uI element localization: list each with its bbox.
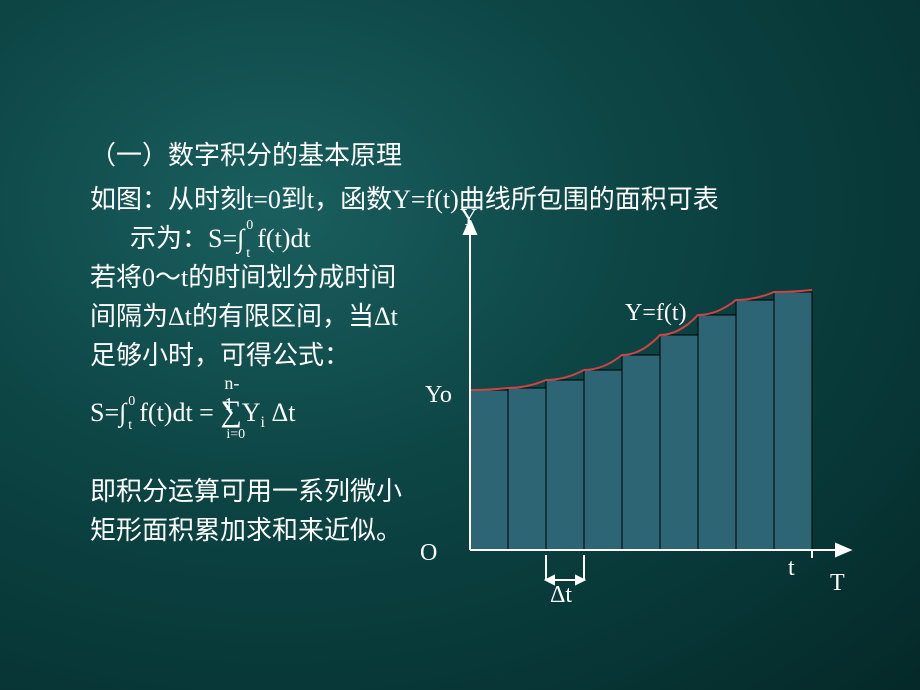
bar-1 <box>508 388 546 550</box>
bar-3 <box>584 370 622 550</box>
formula: S=∫ 0 t f(t)dt = n-1 ∑ i=0 Yi Δt <box>90 395 470 432</box>
f-int-upper: 0 <box>128 394 135 410</box>
sum-lower: i=0 <box>226 427 245 443</box>
integral-chart: Y Y=f(t) Yo O t T Δt <box>430 220 860 620</box>
line1a: 如图：从时刻t=0到t，函数Y=f(t)曲线所包围的面积可表 <box>90 185 719 214</box>
bar-7 <box>736 300 774 550</box>
line5: 即积分运算可用一系列微小 <box>90 472 470 511</box>
origin-label: O <box>420 540 437 567</box>
line2: 若将0～t的时间划分成时间 <box>90 258 470 297</box>
sum-term-b: Δt <box>265 398 295 427</box>
curve-label: Y=f(t) <box>625 300 687 327</box>
int-upper: 0 <box>246 215 253 236</box>
t-axis-label: T <box>830 570 845 597</box>
line3: 间隔为Δt的有限区间，当Δt <box>90 297 470 336</box>
line1c: f(t)dt <box>257 224 310 253</box>
bar-5 <box>660 335 698 550</box>
sum-term-a: Y <box>242 398 261 427</box>
line4: 足够小时，可得公式： <box>90 336 470 375</box>
delta-t-label: Δt <box>550 582 572 609</box>
formula-int-bounds: 0 t <box>126 398 139 428</box>
int-lower: t <box>246 243 250 264</box>
integral-bounds: 0 t <box>244 219 257 258</box>
section-title: （一）数字积分的基本原理 <box>90 135 850 172</box>
sum-block: n-1 ∑ i=0 <box>220 395 241 429</box>
formula-a: S=∫ <box>90 398 126 427</box>
formula-b: f(t)dt = <box>139 398 214 427</box>
f-int-lower: t <box>128 418 132 434</box>
line6: 矩形面积累加求和来近似。 <box>90 511 470 550</box>
line1b: 示为：S=∫ <box>130 224 244 253</box>
chart-svg <box>430 220 860 620</box>
y-axis-label: Y <box>460 205 477 232</box>
y0-label: Yo <box>425 382 452 409</box>
bar-8 <box>774 292 812 550</box>
bar-2 <box>546 380 584 550</box>
sum-upper: n-1 <box>224 373 241 415</box>
bar-4 <box>622 355 660 550</box>
bar-0 <box>470 390 508 550</box>
bar-6 <box>698 315 736 550</box>
t-tick-label: t <box>788 555 795 582</box>
